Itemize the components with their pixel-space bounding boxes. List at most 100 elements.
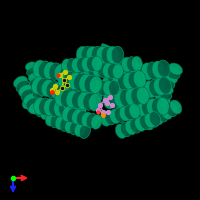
Ellipse shape: [83, 93, 96, 110]
Ellipse shape: [103, 80, 114, 96]
Ellipse shape: [64, 100, 76, 118]
Ellipse shape: [153, 89, 168, 101]
Ellipse shape: [161, 85, 173, 95]
Ellipse shape: [86, 46, 99, 64]
Ellipse shape: [28, 73, 40, 82]
Ellipse shape: [141, 63, 154, 80]
Ellipse shape: [21, 89, 35, 101]
Ellipse shape: [62, 59, 72, 74]
Ellipse shape: [34, 98, 46, 115]
Ellipse shape: [72, 58, 82, 73]
Ellipse shape: [91, 46, 104, 64]
Ellipse shape: [157, 98, 169, 115]
Ellipse shape: [60, 117, 71, 131]
Ellipse shape: [120, 89, 132, 107]
Ellipse shape: [161, 76, 175, 88]
Ellipse shape: [127, 100, 139, 118]
Ellipse shape: [49, 63, 62, 80]
Ellipse shape: [61, 85, 74, 102]
Ellipse shape: [110, 109, 121, 124]
Ellipse shape: [65, 86, 78, 103]
Ellipse shape: [44, 62, 56, 79]
Ellipse shape: [46, 81, 59, 98]
Ellipse shape: [142, 99, 154, 116]
Ellipse shape: [122, 57, 132, 72]
Ellipse shape: [108, 63, 118, 78]
Ellipse shape: [36, 78, 49, 95]
Ellipse shape: [18, 85, 33, 97]
Ellipse shape: [111, 46, 124, 64]
Ellipse shape: [38, 61, 51, 78]
Ellipse shape: [87, 57, 97, 72]
Ellipse shape: [149, 112, 161, 126]
Ellipse shape: [134, 83, 147, 101]
Ellipse shape: [132, 56, 142, 71]
Polygon shape: [53, 76, 82, 96]
Ellipse shape: [55, 115, 66, 130]
Ellipse shape: [161, 105, 173, 119]
Ellipse shape: [102, 76, 115, 93]
Ellipse shape: [165, 103, 177, 117]
Ellipse shape: [97, 80, 108, 96]
Ellipse shape: [63, 71, 76, 89]
Ellipse shape: [131, 88, 144, 105]
Ellipse shape: [41, 106, 53, 120]
Ellipse shape: [107, 58, 117, 73]
Ellipse shape: [103, 63, 113, 78]
Ellipse shape: [114, 108, 126, 122]
Ellipse shape: [136, 64, 149, 81]
Ellipse shape: [44, 98, 56, 116]
Ellipse shape: [39, 98, 51, 115]
Ellipse shape: [41, 79, 54, 97]
Ellipse shape: [60, 65, 72, 82]
Ellipse shape: [92, 56, 102, 71]
Ellipse shape: [157, 101, 169, 111]
Ellipse shape: [131, 65, 143, 82]
Ellipse shape: [102, 59, 112, 74]
Ellipse shape: [68, 72, 81, 90]
Ellipse shape: [91, 115, 102, 129]
Ellipse shape: [147, 113, 159, 127]
Ellipse shape: [36, 103, 48, 117]
Ellipse shape: [149, 79, 162, 97]
Ellipse shape: [76, 111, 88, 125]
Ellipse shape: [98, 63, 108, 77]
Ellipse shape: [31, 83, 43, 93]
Ellipse shape: [123, 72, 136, 90]
Ellipse shape: [112, 58, 122, 73]
Ellipse shape: [62, 107, 73, 121]
Ellipse shape: [77, 92, 90, 109]
Ellipse shape: [32, 77, 45, 94]
Ellipse shape: [50, 113, 62, 128]
Polygon shape: [58, 95, 80, 113]
Ellipse shape: [125, 66, 138, 83]
Ellipse shape: [31, 100, 43, 114]
Ellipse shape: [88, 62, 98, 77]
Ellipse shape: [60, 90, 73, 107]
Ellipse shape: [81, 112, 92, 127]
Ellipse shape: [54, 99, 66, 117]
Ellipse shape: [156, 85, 170, 97]
Ellipse shape: [144, 113, 156, 128]
Ellipse shape: [144, 81, 157, 98]
Ellipse shape: [54, 64, 67, 81]
Ellipse shape: [154, 78, 167, 95]
Ellipse shape: [117, 101, 129, 118]
Ellipse shape: [147, 62, 159, 79]
Ellipse shape: [74, 73, 86, 91]
Ellipse shape: [156, 108, 168, 122]
Ellipse shape: [152, 98, 164, 115]
Ellipse shape: [166, 67, 180, 79]
Ellipse shape: [28, 102, 43, 114]
Ellipse shape: [69, 101, 81, 118]
Ellipse shape: [49, 99, 61, 116]
Ellipse shape: [81, 46, 94, 64]
Ellipse shape: [27, 67, 39, 77]
Ellipse shape: [135, 117, 146, 131]
Ellipse shape: [120, 122, 132, 137]
Ellipse shape: [16, 80, 30, 92]
Ellipse shape: [79, 74, 92, 92]
Ellipse shape: [124, 105, 135, 120]
Ellipse shape: [128, 71, 141, 89]
Ellipse shape: [117, 58, 127, 72]
